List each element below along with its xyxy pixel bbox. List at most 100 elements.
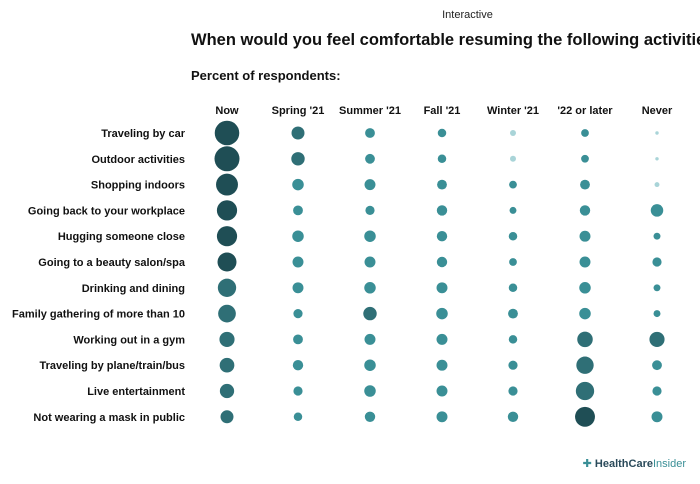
data-dot[interactable] bbox=[365, 153, 375, 164]
data-dot[interactable] bbox=[293, 386, 303, 396]
data-dot[interactable] bbox=[436, 385, 448, 397]
data-dot[interactable] bbox=[219, 331, 235, 347]
data-dot[interactable] bbox=[220, 410, 234, 424]
data-dot[interactable] bbox=[364, 256, 376, 268]
data-dot[interactable] bbox=[216, 200, 238, 221]
data-dot[interactable] bbox=[436, 231, 448, 242]
data-dot[interactable] bbox=[364, 179, 376, 191]
data-dot[interactable] bbox=[654, 182, 660, 188]
brand-logo[interactable]: ✚ HealthCareInsider bbox=[583, 457, 686, 470]
interactive-tag: Interactive bbox=[442, 9, 493, 21]
data-dot[interactable] bbox=[653, 232, 661, 240]
data-dot[interactable] bbox=[579, 307, 591, 320]
data-dot[interactable] bbox=[293, 412, 303, 422]
row-label: Drinking and dining bbox=[82, 283, 185, 295]
plus-cross-icon: ✚ bbox=[582, 458, 592, 470]
column-label: Fall '21 bbox=[424, 105, 461, 117]
brand-name-light: Insider bbox=[652, 458, 686, 470]
data-dot[interactable] bbox=[291, 126, 305, 140]
data-dot[interactable] bbox=[437, 179, 447, 190]
data-dot[interactable] bbox=[291, 152, 305, 166]
data-dot[interactable] bbox=[652, 360, 662, 371]
data-dot[interactable] bbox=[575, 406, 595, 427]
data-dot[interactable] bbox=[214, 120, 240, 146]
data-dot[interactable] bbox=[510, 130, 516, 136]
data-dot[interactable] bbox=[365, 205, 375, 215]
data-dot[interactable] bbox=[219, 383, 235, 399]
data-dot[interactable] bbox=[436, 205, 448, 216]
data-dot[interactable] bbox=[436, 359, 448, 371]
column-label: '22 or later bbox=[557, 105, 613, 117]
data-dot[interactable] bbox=[579, 256, 591, 268]
data-dot[interactable] bbox=[581, 154, 589, 163]
data-dot[interactable] bbox=[652, 257, 662, 267]
data-dot[interactable] bbox=[509, 180, 517, 189]
data-dot[interactable] bbox=[364, 282, 376, 294]
data-dot[interactable] bbox=[508, 386, 518, 396]
data-dot[interactable] bbox=[649, 331, 665, 347]
data-dot[interactable] bbox=[437, 128, 447, 138]
data-dot[interactable] bbox=[507, 411, 519, 422]
data-dot[interactable] bbox=[293, 309, 303, 319]
data-dot[interactable] bbox=[214, 146, 240, 172]
data-dot[interactable] bbox=[365, 128, 375, 138]
data-dot[interactable] bbox=[293, 205, 303, 216]
data-dot[interactable] bbox=[653, 284, 661, 292]
data-dot[interactable] bbox=[652, 386, 662, 396]
data-dot[interactable] bbox=[581, 129, 589, 137]
data-dot[interactable] bbox=[292, 360, 304, 371]
data-dot[interactable] bbox=[509, 206, 517, 214]
data-dot[interactable] bbox=[217, 278, 237, 297]
data-dot[interactable] bbox=[216, 226, 238, 247]
row-label: Family gathering of more than 10 bbox=[12, 309, 185, 321]
data-dot[interactable] bbox=[436, 307, 448, 320]
data-dot[interactable] bbox=[508, 231, 518, 241]
data-dot[interactable] bbox=[655, 131, 659, 135]
column-label: Spring '21 bbox=[272, 105, 325, 117]
data-dot[interactable] bbox=[364, 411, 376, 422]
data-dot[interactable] bbox=[508, 283, 518, 293]
row-label: Working out in a gym bbox=[73, 334, 185, 346]
data-dot[interactable] bbox=[216, 173, 238, 196]
data-dot[interactable] bbox=[436, 333, 448, 345]
data-dot[interactable] bbox=[436, 411, 448, 423]
data-dot[interactable] bbox=[655, 157, 659, 161]
data-dot[interactable] bbox=[653, 310, 661, 318]
data-dot[interactable] bbox=[509, 258, 517, 266]
data-dot[interactable] bbox=[576, 356, 594, 374]
data-dot[interactable] bbox=[651, 411, 663, 423]
data-dot[interactable] bbox=[508, 335, 518, 344]
data-dot[interactable] bbox=[292, 178, 304, 191]
data-dot[interactable] bbox=[364, 333, 376, 345]
data-dot[interactable] bbox=[363, 306, 377, 321]
row-label: Hugging someone close bbox=[58, 231, 185, 243]
data-dot[interactable] bbox=[510, 155, 516, 162]
data-dot[interactable] bbox=[292, 282, 304, 294]
data-dot[interactable] bbox=[436, 256, 448, 268]
data-dot[interactable] bbox=[575, 381, 595, 401]
data-dot[interactable] bbox=[364, 359, 376, 371]
data-dot[interactable] bbox=[508, 308, 518, 319]
data-dot[interactable] bbox=[508, 360, 518, 370]
data-dot[interactable] bbox=[580, 179, 590, 190]
chart-subtitle: Percent of respondents: bbox=[191, 68, 341, 83]
data-dot[interactable] bbox=[579, 230, 591, 242]
data-dot[interactable] bbox=[293, 334, 303, 345]
row-label: Outdoor activities bbox=[91, 154, 185, 166]
data-dot[interactable] bbox=[218, 304, 236, 323]
data-dot[interactable] bbox=[217, 252, 237, 272]
data-dot[interactable] bbox=[579, 205, 591, 216]
data-dot[interactable] bbox=[364, 385, 376, 397]
data-dot[interactable] bbox=[292, 230, 304, 242]
column-label: Winter '21 bbox=[487, 105, 539, 117]
data-dot[interactable] bbox=[219, 357, 235, 373]
data-dot[interactable] bbox=[364, 230, 376, 242]
brand-name-bold: HealthCare bbox=[594, 458, 653, 470]
data-dot[interactable] bbox=[292, 256, 304, 268]
data-dot[interactable] bbox=[437, 154, 447, 164]
data-dot[interactable] bbox=[436, 282, 448, 294]
data-dot[interactable] bbox=[579, 282, 591, 294]
data-dot[interactable] bbox=[577, 331, 593, 348]
data-dot[interactable] bbox=[650, 204, 664, 217]
